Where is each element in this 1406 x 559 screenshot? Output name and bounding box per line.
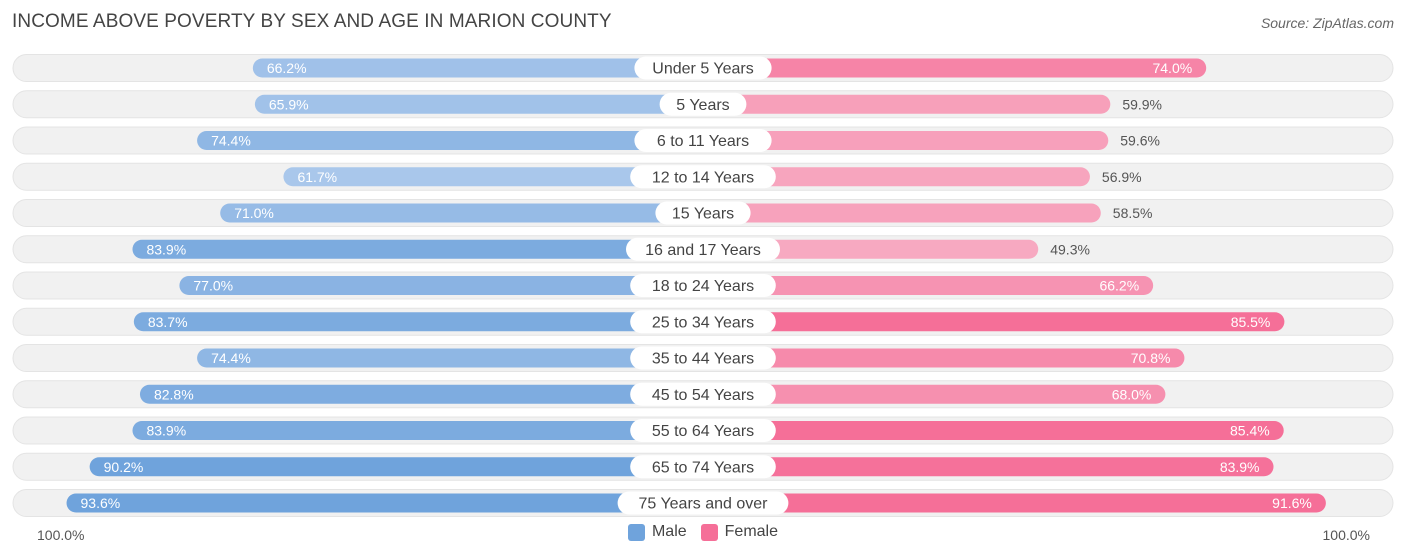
female-bar xyxy=(703,94,1111,114)
male-bar xyxy=(133,312,704,332)
female-bar xyxy=(703,384,1166,404)
category-label: 16 and 17 Years xyxy=(645,242,761,259)
category-label: 25 to 34 Years xyxy=(652,314,754,331)
female-bar xyxy=(703,312,1285,332)
male-value-label: 66.2% xyxy=(267,60,307,76)
male-bar xyxy=(197,348,703,368)
male-bar xyxy=(66,493,703,513)
male-value-label: 93.6% xyxy=(81,495,121,511)
male-value-label: 83.9% xyxy=(146,423,186,439)
male-value-label: 61.7% xyxy=(297,169,337,185)
category-pill xyxy=(630,165,776,189)
legend: Male Female xyxy=(0,523,1406,541)
male-value-label: 71.0% xyxy=(234,205,274,221)
female-value-label: 56.9% xyxy=(1102,169,1142,185)
male-bar xyxy=(139,384,703,404)
female-bar xyxy=(703,493,1326,513)
male-bar xyxy=(252,58,703,78)
male-bar xyxy=(254,94,703,114)
male-value-label: 74.4% xyxy=(211,350,251,366)
category-pill xyxy=(630,455,776,479)
bar-chart: 66.2% 74.0% Under 5 Years 65.9% 59.9% 5 Years… xyxy=(12,54,1394,517)
category-pill xyxy=(630,382,776,406)
category-label: 55 to 64 Years xyxy=(652,423,754,440)
legend-label-male: Male xyxy=(651,523,687,540)
female-bar xyxy=(703,167,1090,187)
legend-swatch-male xyxy=(627,523,645,541)
category-label: 18 to 24 Years xyxy=(652,278,754,295)
female-bar xyxy=(703,457,1274,477)
category-pill xyxy=(655,201,751,225)
male-bar xyxy=(283,167,703,187)
female-value-label: 74.0% xyxy=(1152,60,1192,76)
category-label: 12 to 14 Years xyxy=(652,169,754,186)
male-bar xyxy=(220,203,703,223)
category-pill xyxy=(630,274,776,297)
axis-left-label: 100.0% xyxy=(37,527,85,543)
category-label: 6 to 11 Years xyxy=(657,133,749,150)
female-value-label: 59.6% xyxy=(1120,133,1160,149)
male-bar xyxy=(132,239,704,259)
category-pill xyxy=(630,419,776,442)
female-value-label: 49.3% xyxy=(1050,241,1090,257)
category-label: 65 to 74 Years xyxy=(652,459,754,476)
male-bar xyxy=(179,276,703,295)
female-bar xyxy=(703,131,1109,150)
female-value-label: 85.4% xyxy=(1230,423,1270,439)
category-pill xyxy=(630,310,776,334)
female-value-label: 91.6% xyxy=(1272,495,1312,511)
female-value-label: 70.8% xyxy=(1131,350,1171,366)
female-bar xyxy=(703,58,1207,78)
male-value-label: 83.7% xyxy=(148,314,188,330)
female-value-label: 68.0% xyxy=(1112,386,1152,402)
male-value-label: 65.9% xyxy=(269,96,309,112)
female-bar xyxy=(703,348,1185,368)
category-label: 15 Years xyxy=(672,206,734,223)
male-bar xyxy=(89,457,703,477)
male-value-label: 74.4% xyxy=(211,133,251,149)
female-bar xyxy=(703,276,1154,295)
male-bar xyxy=(197,131,703,150)
female-value-label: 66.2% xyxy=(1099,278,1139,294)
category-label: 5 Years xyxy=(676,97,729,114)
category-pill xyxy=(659,92,747,116)
female-value-label: 58.5% xyxy=(1113,205,1153,221)
axis-right-label: 100.0% xyxy=(1322,527,1370,543)
category-pill xyxy=(630,346,776,370)
category-pill xyxy=(626,237,780,261)
female-value-label: 85.5% xyxy=(1231,314,1271,330)
female-bar xyxy=(703,421,1284,440)
legend-label-female: Female xyxy=(724,523,779,540)
male-value-label: 83.9% xyxy=(146,241,186,257)
category-label: Under 5 Years xyxy=(652,61,753,78)
category-label: 45 to 54 Years xyxy=(652,387,754,404)
category-pill xyxy=(617,491,789,515)
male-value-label: 90.2% xyxy=(104,459,144,475)
legend-swatch-female xyxy=(700,523,718,541)
female-bar xyxy=(703,203,1101,223)
legend-item-female: Female xyxy=(700,523,779,541)
source-label: Source: ZipAtlas.com xyxy=(1260,15,1394,31)
female-bar xyxy=(703,239,1039,259)
female-value-label: 83.9% xyxy=(1220,459,1260,475)
category-label: 35 to 44 Years xyxy=(652,351,754,368)
male-value-label: 77.0% xyxy=(193,278,233,294)
female-value-label: 59.9% xyxy=(1122,96,1162,112)
male-value-label: 82.8% xyxy=(154,386,194,402)
legend-item-male: Male xyxy=(627,523,687,541)
category-pill xyxy=(634,56,772,80)
chart-title: INCOME ABOVE POVERTY BY SEX AND AGE IN M… xyxy=(12,11,612,32)
category-pill xyxy=(634,129,772,152)
male-bar xyxy=(132,421,704,440)
category-label: 75 Years and over xyxy=(639,496,769,513)
